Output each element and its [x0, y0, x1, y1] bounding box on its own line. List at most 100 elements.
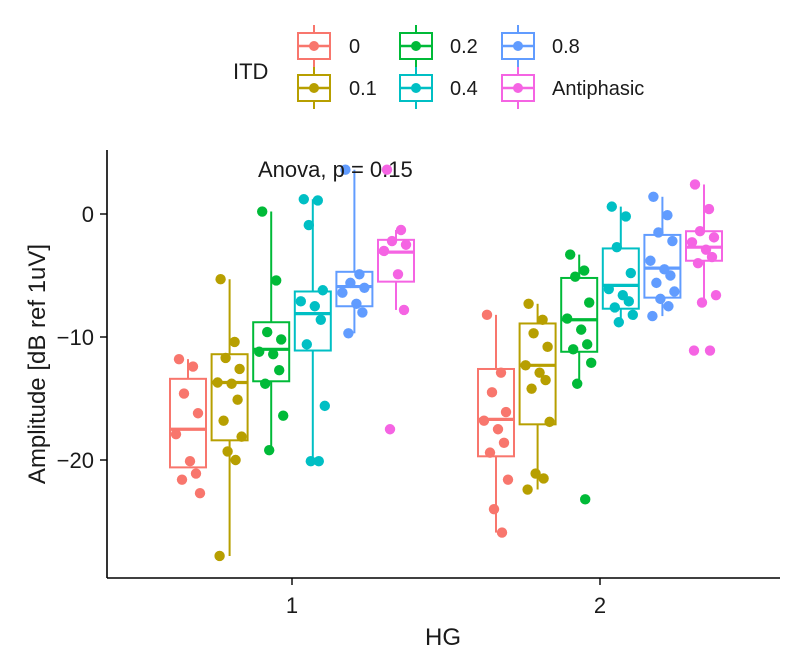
data-point — [345, 277, 356, 289]
legend-label: 0 — [349, 36, 360, 58]
box-0.2-hg2 — [560, 249, 599, 505]
legend-key-icon — [297, 67, 331, 109]
data-point — [392, 269, 404, 280]
data-point — [492, 424, 504, 435]
data-point — [278, 410, 289, 421]
axes: 0 −10 −20 1 2 — [57, 150, 780, 618]
data-point — [173, 353, 185, 365]
x-axis-title: HG — [425, 624, 461, 651]
data-point — [478, 415, 490, 426]
data-point — [586, 357, 597, 369]
data-point — [689, 179, 701, 190]
data-point — [665, 270, 676, 281]
data-point — [669, 286, 680, 297]
data-point — [667, 235, 678, 247]
data-point — [226, 378, 237, 389]
box-0.1-hg1 — [210, 273, 249, 562]
data-point — [526, 383, 537, 394]
data-point — [496, 527, 508, 538]
data-point — [584, 297, 595, 308]
data-point — [274, 365, 285, 376]
data-point — [222, 446, 233, 457]
data-point — [295, 296, 306, 307]
data-point — [579, 265, 590, 276]
data-point — [194, 488, 206, 499]
legend: ITD 0 0.1 0.2 0.4 0.8 Antiphasic — [233, 25, 644, 109]
data-point — [257, 206, 268, 217]
box-0.8-hg1 — [335, 164, 374, 339]
data-point — [576, 324, 587, 335]
data-point — [544, 416, 555, 428]
legend-label: 0.1 — [349, 78, 377, 100]
box-0-hg1 — [169, 353, 207, 499]
data-point — [488, 504, 500, 515]
data-point — [537, 314, 548, 325]
data-point — [215, 273, 226, 285]
legend-item: 0.1 — [297, 67, 377, 109]
legend-title: ITD — [233, 59, 268, 84]
data-point — [301, 339, 312, 350]
data-point — [580, 494, 591, 505]
data-point — [319, 400, 330, 412]
data-point — [530, 468, 541, 479]
data-point — [187, 361, 199, 372]
data-point — [500, 406, 512, 418]
data-point — [212, 377, 223, 388]
legend-key-icon — [501, 25, 535, 67]
data-point — [218, 415, 229, 426]
data-point — [386, 235, 398, 247]
legend-item: 0.2 — [399, 25, 478, 67]
data-point — [192, 408, 204, 419]
data-point — [528, 328, 539, 339]
box-0.8-hg2 — [643, 191, 682, 322]
data-point — [603, 283, 614, 295]
data-point — [582, 339, 593, 350]
data-point — [230, 454, 241, 466]
data-point — [236, 431, 247, 442]
data-point — [522, 484, 533, 495]
data-point — [647, 310, 658, 322]
data-point — [378, 245, 390, 257]
data-point — [520, 360, 531, 371]
box-0.1-hg2 — [518, 298, 557, 495]
data-point — [317, 285, 328, 296]
data-point — [692, 258, 704, 269]
data-point — [662, 210, 673, 221]
legend-item: 0.8 — [501, 25, 580, 67]
data-point — [354, 269, 365, 280]
data-point — [340, 164, 351, 175]
data-point — [312, 195, 323, 206]
data-point — [264, 444, 275, 456]
data-point — [625, 267, 636, 279]
data-point — [606, 201, 617, 212]
data-point — [481, 309, 493, 321]
data-point — [696, 297, 708, 308]
data-point — [234, 363, 245, 375]
data-point — [570, 271, 581, 282]
data-point — [398, 304, 410, 316]
box-0-hg2 — [477, 309, 515, 538]
y-tick-label: 0 — [82, 202, 94, 227]
data-point — [648, 191, 659, 202]
y-tick-label: −20 — [57, 448, 94, 473]
data-point — [220, 352, 231, 364]
data-point — [700, 244, 712, 255]
legend-key-icon — [297, 25, 331, 67]
legend-label: Antiphasic — [552, 78, 644, 100]
data-point — [568, 344, 579, 355]
data-point — [337, 287, 348, 298]
data-point — [298, 194, 309, 205]
data-point — [613, 317, 624, 328]
data-point — [381, 164, 393, 175]
data-point — [565, 249, 576, 260]
data-point — [694, 226, 706, 237]
data-point — [484, 447, 496, 458]
data-point — [343, 328, 354, 339]
data-point — [688, 345, 700, 356]
data-point — [260, 378, 271, 389]
data-point — [178, 388, 190, 399]
box-Antiphasic-hg1 — [377, 164, 415, 435]
data-point — [523, 298, 534, 309]
data-point — [271, 275, 282, 286]
